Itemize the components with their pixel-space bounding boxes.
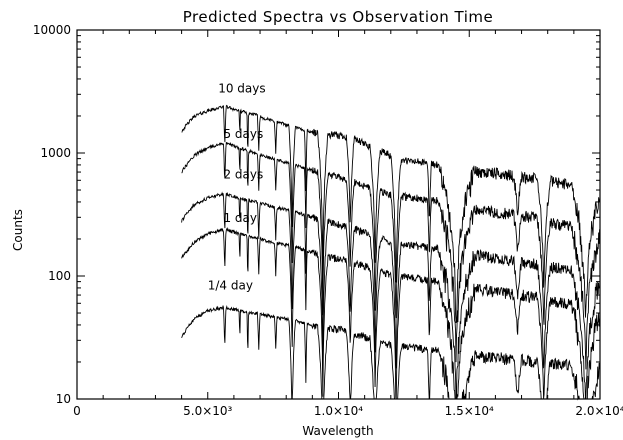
spectrum-line-1 — [181, 141, 601, 370]
spectrum-line-3 — [181, 226, 601, 400]
spectrum-line-4 — [181, 304, 601, 401]
series-labels: 10 days 5 days 2 days 1 day 1/4 day — [208, 82, 266, 293]
series-label-2: 2 days — [223, 168, 263, 182]
series-label-0: 10 days — [218, 82, 265, 96]
plot-frame — [76, 29, 601, 400]
spectrum-line-0 — [181, 104, 600, 324]
y-tick-label: 10 — [56, 392, 71, 406]
x-tick-label: 0 — [73, 404, 81, 418]
x-axis-ticks: 0 5.0×10³ 1.0×10⁴ 1.5×10⁴ 2.0×10⁴ — [73, 30, 623, 418]
y-tick-label: 10000 — [33, 23, 71, 37]
x-tick-label: 1.5×10⁴ — [445, 404, 494, 418]
x-tick-label: 1.0×10⁴ — [314, 404, 363, 418]
chart-title: Predicted Spectra vs Observation Time — [183, 8, 494, 26]
spectrum-line-2 — [181, 191, 601, 400]
x-tick-label: 5.0×10³ — [183, 404, 232, 418]
series-lines — [181, 104, 601, 401]
y-axis-label: Counts — [11, 209, 25, 251]
series-label-3: 1 day — [223, 211, 257, 225]
series-label-4: 1/4 day — [208, 278, 253, 292]
y-axis-ticks: 10 100 1000 10000 — [33, 23, 600, 406]
x-axis-label: Wavelength — [302, 424, 373, 438]
x-tick-label: 2.0×10⁴ — [575, 404, 623, 418]
y-tick-label: 1000 — [40, 146, 71, 160]
series-label-1: 5 days — [223, 127, 263, 141]
y-tick-label: 100 — [48, 269, 71, 283]
